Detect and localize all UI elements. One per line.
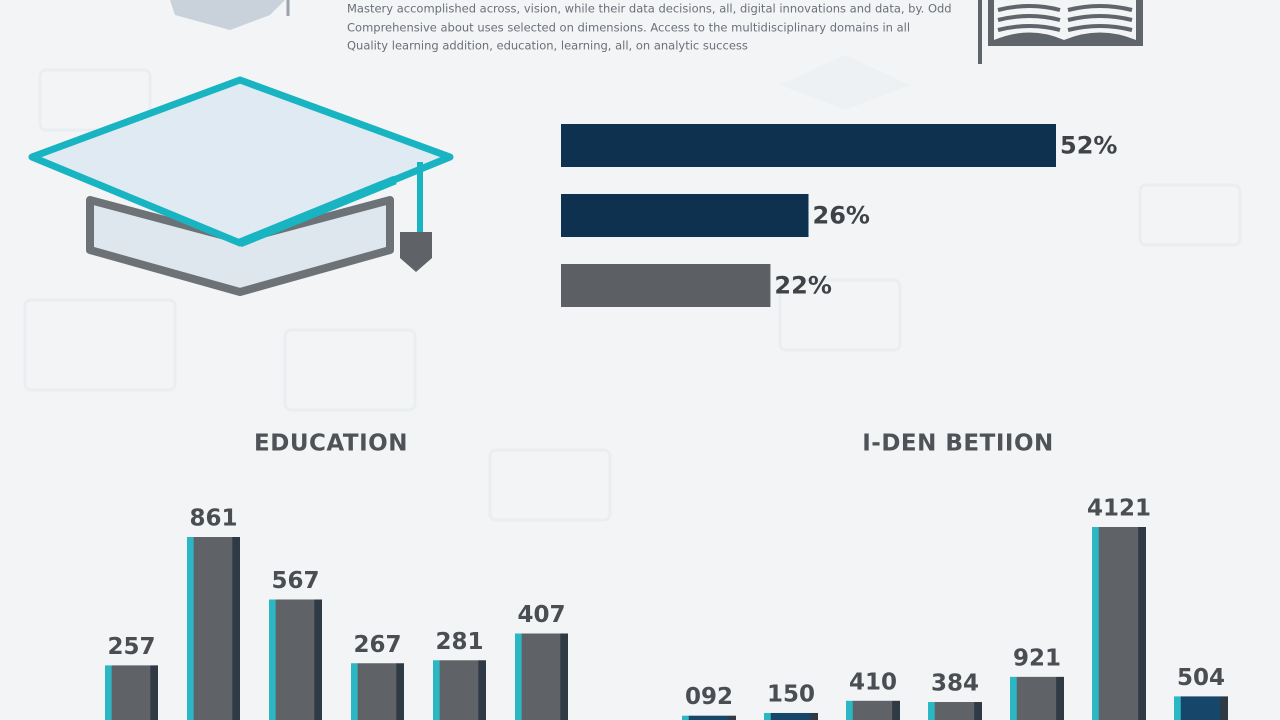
data-label: 567: [271, 568, 319, 594]
data-label: 861: [189, 506, 237, 532]
data-label: 410: [849, 669, 897, 695]
data-label: 384: [931, 671, 979, 697]
bar: [928, 702, 982, 720]
intro-line: Quality learning addition, education, le…: [347, 39, 748, 53]
chart-title: I-DEN BETIION: [862, 431, 1054, 457]
bar: [433, 660, 486, 720]
bar: [764, 712, 818, 720]
data-label: 52%: [1060, 132, 1117, 160]
intro-line: Comprehensive about uses selected on dim…: [347, 21, 910, 35]
bar: [682, 715, 736, 720]
charts: 52% 26% 22% EDUCATION 257 861 567 267 281 407 I-DE…: [105, 124, 1228, 720]
bar: [561, 194, 809, 237]
bar: [1092, 527, 1146, 720]
data-label: 4121: [1087, 496, 1151, 522]
graduation-cap: [28, 76, 454, 296]
data-label: 150: [767, 681, 815, 707]
data-label: 281: [435, 629, 483, 655]
bar: [1010, 676, 1064, 720]
data-label: 267: [353, 632, 401, 658]
cap-icon-small: [170, 0, 290, 30]
bar: [105, 665, 158, 720]
intro-text: Mastery accomplished across, vision, whi…: [347, 2, 952, 53]
book-icon: [978, 0, 1143, 64]
bar: [269, 599, 322, 720]
data-label: 26%: [813, 202, 870, 230]
bar: [515, 633, 568, 720]
bar: [846, 700, 900, 720]
bar: [561, 264, 771, 307]
data-label: 504: [1177, 665, 1225, 691]
intro-line: Mastery accomplished across, vision, whi…: [347, 2, 952, 16]
data-label: 092: [685, 684, 733, 710]
data-label: 22%: [774, 272, 831, 300]
bar: [1174, 696, 1228, 720]
bar: [351, 663, 404, 720]
data-label: 257: [107, 634, 155, 660]
bar: [187, 537, 240, 720]
data-label: 921: [1013, 645, 1061, 671]
data-label: 407: [517, 602, 565, 628]
chart-title: EDUCATION: [254, 431, 408, 457]
bar: [561, 124, 1056, 167]
